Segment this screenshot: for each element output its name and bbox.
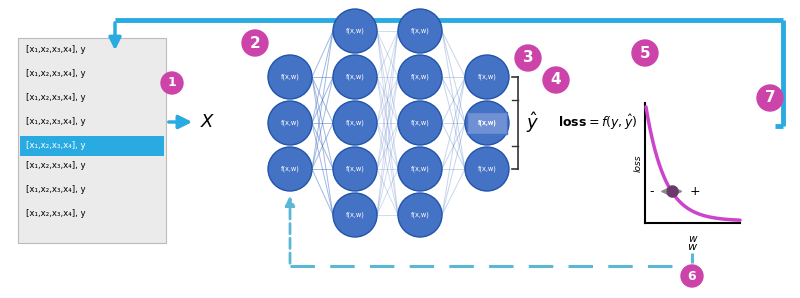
Text: $\hat{y}$: $\hat{y}$ <box>526 111 539 135</box>
Text: f(x,w): f(x,w) <box>281 166 299 172</box>
Text: [x₁,x₂,x₃,x₄], y: [x₁,x₂,x₃,x₄], y <box>26 142 86 150</box>
Circle shape <box>161 72 183 94</box>
Text: f(x,w): f(x,w) <box>346 120 365 126</box>
Text: w: w <box>687 242 697 252</box>
Circle shape <box>333 55 377 99</box>
Text: $X$: $X$ <box>200 113 215 131</box>
Text: [x₁,x₂,x₃,x₄], y: [x₁,x₂,x₃,x₄], y <box>26 69 86 78</box>
FancyBboxPatch shape <box>20 136 164 156</box>
Text: [x₁,x₂,x₃,x₄], y: [x₁,x₂,x₃,x₄], y <box>26 184 86 193</box>
Text: 7: 7 <box>765 91 775 105</box>
Text: w: w <box>688 234 697 244</box>
Text: f(x,w): f(x,w) <box>410 212 430 218</box>
Text: $\mathbf{loss} = \mathit{f}(\mathit{y}, \hat{y})$: $\mathbf{loss} = \mathit{f}(\mathit{y}, … <box>558 112 638 131</box>
Circle shape <box>268 101 312 145</box>
Circle shape <box>465 55 509 99</box>
Text: f(x,w): f(x,w) <box>478 120 497 126</box>
Text: [x₁,x₂,x₃,x₄], y: [x₁,x₂,x₃,x₄], y <box>26 94 86 103</box>
Circle shape <box>543 67 569 93</box>
Text: f(x,w): f(x,w) <box>346 166 365 172</box>
Text: f(x,w): f(x,w) <box>478 166 497 172</box>
Text: 4: 4 <box>550 72 562 88</box>
Text: 6: 6 <box>688 269 696 283</box>
Circle shape <box>268 55 312 99</box>
Circle shape <box>632 40 658 66</box>
Circle shape <box>333 193 377 237</box>
Text: 3: 3 <box>522 50 534 66</box>
Circle shape <box>465 147 509 191</box>
Circle shape <box>242 30 268 56</box>
Circle shape <box>681 265 703 287</box>
Text: f(x,w): f(x,w) <box>410 120 430 126</box>
Text: +: + <box>690 185 700 198</box>
Text: [x₁,x₂,x₃,x₄], y: [x₁,x₂,x₃,x₄], y <box>26 117 86 126</box>
Text: f(x,w): f(x,w) <box>410 166 430 172</box>
Text: f(x,w): f(x,w) <box>281 120 299 126</box>
Text: f(x,w): f(x,w) <box>478 120 497 126</box>
FancyBboxPatch shape <box>467 112 507 134</box>
Text: f(x,w): f(x,w) <box>410 74 430 80</box>
FancyBboxPatch shape <box>18 38 166 243</box>
Text: -: - <box>649 185 654 198</box>
Circle shape <box>268 147 312 191</box>
Text: f(x,w): f(x,w) <box>346 212 365 218</box>
Text: 5: 5 <box>640 46 650 60</box>
Circle shape <box>465 101 509 145</box>
Circle shape <box>398 55 442 99</box>
Circle shape <box>757 85 783 111</box>
Circle shape <box>398 101 442 145</box>
Text: f(x,w): f(x,w) <box>478 74 497 80</box>
Text: 1: 1 <box>168 77 176 89</box>
Text: [x₁,x₂,x₃,x₄], y: [x₁,x₂,x₃,x₄], y <box>26 161 86 170</box>
Circle shape <box>398 9 442 53</box>
Circle shape <box>333 101 377 145</box>
Text: 2: 2 <box>250 35 260 50</box>
Circle shape <box>515 45 541 71</box>
Text: f(x,w): f(x,w) <box>410 28 430 34</box>
Text: f(x,w): f(x,w) <box>281 74 299 80</box>
Text: loss: loss <box>634 154 642 172</box>
Text: [x₁,x₂,x₃,x₄], y: [x₁,x₂,x₃,x₄], y <box>26 46 86 55</box>
Text: f(x,w): f(x,w) <box>346 74 365 80</box>
Circle shape <box>398 147 442 191</box>
Circle shape <box>398 193 442 237</box>
Text: f(x,w): f(x,w) <box>346 28 365 34</box>
Text: [x₁,x₂,x₃,x₄], y: [x₁,x₂,x₃,x₄], y <box>26 209 86 218</box>
Circle shape <box>333 147 377 191</box>
Circle shape <box>333 9 377 53</box>
